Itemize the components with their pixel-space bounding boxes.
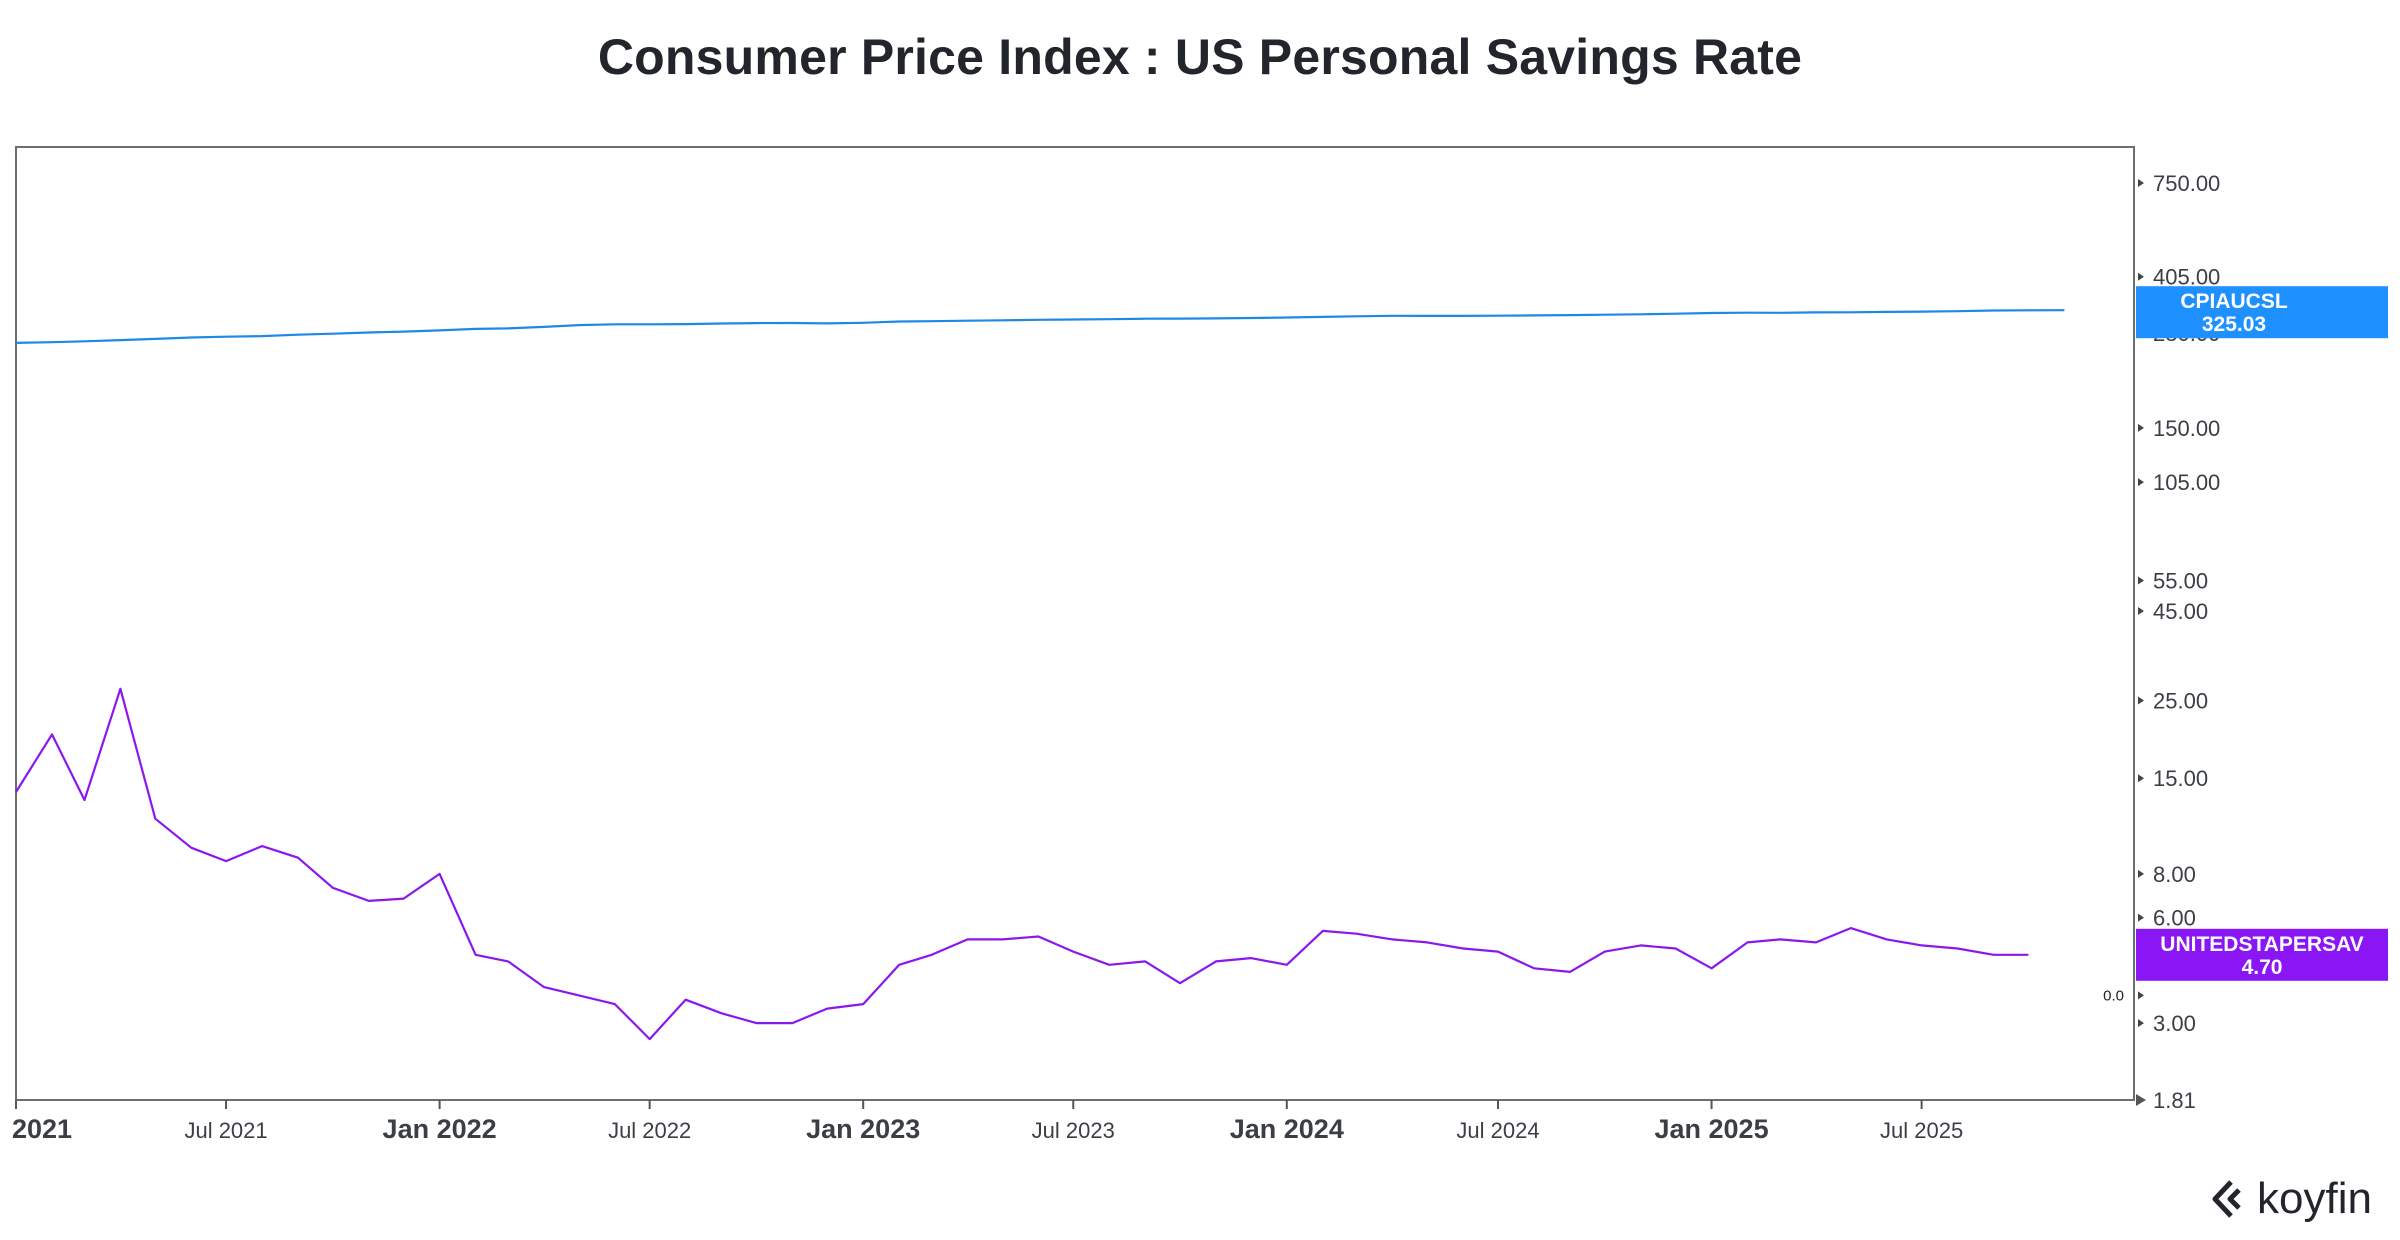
koyfin-logo-icon — [2212, 1180, 2241, 1218]
y-tick-mark — [2138, 576, 2144, 585]
x-tick-label: Jul 2025 — [1880, 1118, 1963, 1143]
x-axis-arrow — [2136, 1094, 2146, 1106]
y-tick-label: 25.00 — [2153, 688, 2208, 713]
y-tick-label: 55.00 — [2153, 569, 2208, 594]
brand-name: koyfin — [2257, 1174, 2372, 1223]
y-tick-mark — [2138, 272, 2144, 281]
chart-title: Consumer Price Index : US Personal Savin… — [597, 29, 1803, 85]
y-tick-label: 150.00 — [2153, 416, 2220, 441]
badge-series-value: 325.03 — [2202, 313, 2266, 336]
y-tick-mark — [2138, 178, 2144, 187]
x-tick-label: 2021 — [12, 1114, 72, 1144]
y-tick-label: 1.81 — [2153, 1088, 2196, 1113]
x-tick-label: Jul 2021 — [184, 1118, 267, 1143]
y-tick-mark — [2138, 913, 2144, 922]
series-line-cpiaucsl[interactable] — [15, 309, 2065, 344]
x-axis: 2021 Jul 2021 Jan 2022 Jul 2022 Jan 2023 Jul … — [12, 1094, 2146, 1144]
x-tick-label: Jan 2022 — [383, 1114, 497, 1144]
x-tick-label: Jan 2024 — [1230, 1114, 1344, 1144]
y-tick-mark — [2138, 423, 2144, 432]
y-tick-label: 405.00 — [2153, 265, 2220, 290]
badge-series-value: 4.70 — [2242, 956, 2283, 979]
y-tick-label: 750.00 — [2153, 171, 2220, 196]
y-tick-label: 3.00 — [2153, 1011, 2196, 1036]
x-tick-label: Jul 2023 — [1032, 1118, 1115, 1143]
brand-logo[interactable]: koyfin — [2209, 1174, 2372, 1224]
badge-series-name: UNITEDSTAPERSAV — [2160, 933, 2363, 956]
x-tick-label: Jul 2024 — [1456, 1118, 1539, 1143]
plot-frame — [15, 146, 2135, 1101]
y-tick-mark — [2138, 696, 2144, 705]
x-tick-label: Jan 2025 — [1655, 1114, 1769, 1144]
x-tick-label: Jan 2023 — [806, 1114, 920, 1144]
y-tick-mark — [2138, 478, 2144, 487]
value-badge-cpiaucsl — [2136, 286, 2388, 339]
y-tick-label: 105.00 — [2153, 470, 2220, 495]
zero-marker-tick — [2138, 991, 2144, 1000]
badge-series-name: CPIAUCSL — [2180, 290, 2288, 313]
x-tick-label: Jul 2022 — [608, 1118, 691, 1143]
y-tick-label: 6.00 — [2153, 906, 2196, 931]
y-tick-mark — [2138, 607, 2144, 616]
y-tick-mark — [2138, 869, 2144, 878]
y-tick-mark — [2138, 774, 2144, 783]
value-badge-unitedstapersav — [2136, 928, 2388, 981]
y-tick-label: 45.00 — [2153, 599, 2208, 624]
series-layer — [15, 309, 2065, 1041]
y-tick-label: 15.00 — [2153, 766, 2208, 791]
series-line-unitedstapersav[interactable] — [15, 687, 2029, 1041]
y-tick-mark — [2138, 1019, 2144, 1028]
zero-marker-label: 0.0 — [2103, 987, 2124, 1004]
y-tick-label: 8.00 — [2153, 862, 2196, 887]
